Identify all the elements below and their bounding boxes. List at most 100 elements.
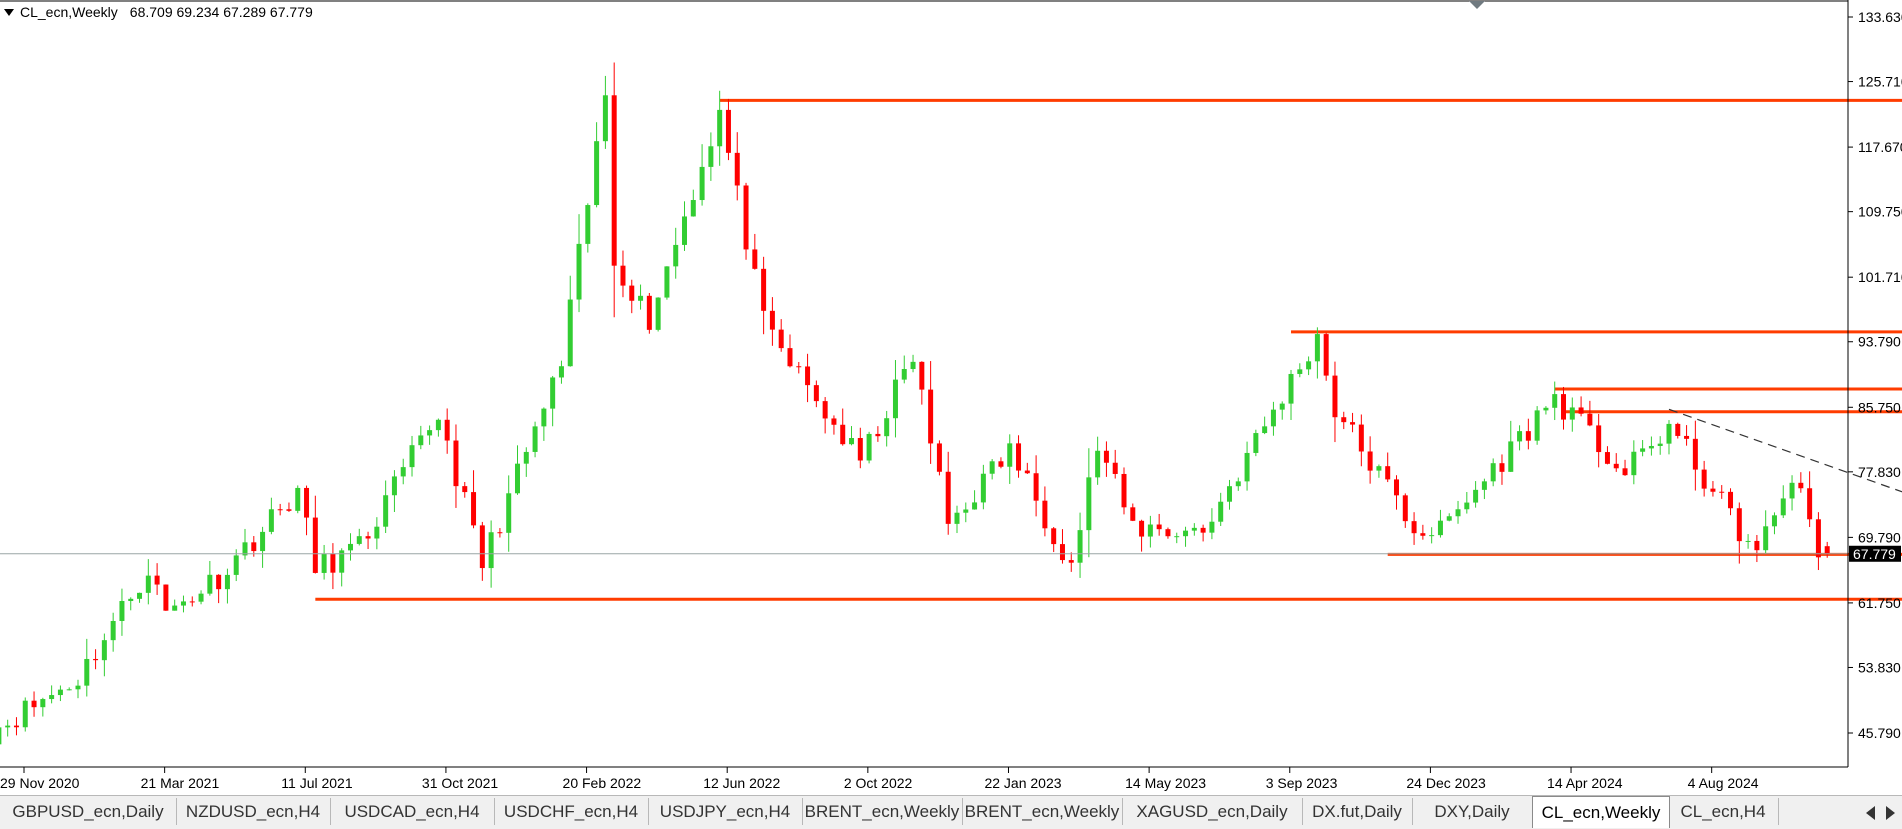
price-axis: 133.630 125.710 117.670 109.750 101.710 93.79… (0, 0, 1902, 768)
candle-bear (1684, 435, 1690, 439)
candle-bear (611, 95, 617, 266)
candle-bear (251, 542, 257, 552)
candle-bull (1191, 527, 1197, 531)
tab-dx-fut-daily[interactable]: DX.fut,Daily (1302, 798, 1413, 825)
candle-bull (400, 467, 406, 477)
candle-bull (1095, 450, 1101, 478)
candle-bull (347, 543, 353, 551)
candle-bull (321, 553, 327, 573)
candle-bear (840, 424, 846, 445)
tab-usdchf-ecn-h4[interactable]: USDCHF_ecn,H4 (494, 798, 649, 825)
candle-bear (734, 152, 740, 186)
x-tick-label: 3 Sep 2023 (1266, 775, 1338, 791)
candle-bull (1517, 431, 1523, 442)
candle-bear (1561, 394, 1567, 420)
candle-bull (233, 555, 239, 575)
candle-bear (1824, 546, 1830, 554)
y-tick-label: 101.710 (1858, 269, 1902, 285)
candle-bull (910, 361, 916, 370)
candle-bear (629, 285, 635, 301)
tab-gbpusd-ecn-daily[interactable]: GBPUSD_ecn,Daily (0, 798, 177, 825)
candle-bull (1473, 489, 1479, 503)
candle-bear (1042, 500, 1048, 529)
candle-bull (339, 550, 345, 573)
tab-dxy-daily[interactable]: DXY,Daily (1412, 798, 1533, 825)
candle-bear (1332, 375, 1338, 418)
candle-bull (708, 146, 714, 167)
candle-bull (1376, 466, 1382, 471)
tab-usdcad-ecn-h4[interactable]: USDCAD_ecn,H4 (330, 798, 495, 825)
candle-bear (928, 389, 934, 444)
symbol-info[interactable]: CL_ecn,Weekly 68.709 69.234 67.289 67.77… (4, 4, 313, 20)
candle-bear (1525, 431, 1531, 441)
candle-bull (1297, 369, 1303, 374)
candle-bear (796, 366, 802, 368)
tab-brent-ecn-weekly[interactable]: BRENT_ecn,Weekly (802, 798, 963, 825)
candle-bull (1780, 498, 1786, 516)
triangle-left-icon[interactable] (1866, 806, 1875, 820)
tab-nzdusd-ecn-h4[interactable]: NZDUSD_ecn,H4 (176, 798, 331, 825)
candle-bear (312, 517, 318, 573)
candle-bear (286, 509, 292, 511)
candle-bull (690, 200, 696, 217)
candle-bull (207, 574, 213, 594)
candle-bear (1121, 473, 1127, 508)
candle-bear (189, 601, 195, 603)
candle-bull (989, 461, 995, 474)
candle-bull (66, 689, 72, 691)
tab-xagusd-ecn-daily[interactable]: XAGUSD_ecn,Daily (1122, 798, 1303, 825)
candle-bull (224, 574, 230, 590)
x-tick-label: 12 Jun 2022 (703, 775, 780, 791)
price-chart[interactable]: 67.779 133.630 125.710 117.670 109.750 101.7… (0, 0, 1902, 795)
candle-bear (1358, 424, 1364, 452)
tab-brent-ecn-weekly[interactable]: BRENT_ecn,Weekly (962, 798, 1123, 825)
candle-bear (1068, 560, 1074, 563)
levels-layer (315, 98, 1902, 601)
candle-bear (31, 700, 37, 708)
candle-bear (1341, 417, 1347, 423)
candle-bull (0, 727, 2, 745)
candle-bear (479, 525, 485, 569)
candle-bull (567, 299, 573, 367)
candle-bear (769, 310, 775, 330)
candle-bull (1543, 407, 1549, 411)
candle-bull (1446, 516, 1452, 521)
triangle-right-icon[interactable] (1886, 806, 1895, 820)
x-tick-label: 14 May 2023 (1125, 775, 1206, 791)
candle-bear (1596, 425, 1602, 453)
chart-tab-bar: GBPUSD_ecn,Daily NZDUSD_ecn,H4 USDCAD_ecn,… (0, 795, 1902, 829)
triangle-down-icon[interactable] (4, 8, 14, 16)
candle-bull (1235, 481, 1241, 487)
candle-bull (1007, 443, 1013, 467)
candle-bear (1499, 463, 1505, 472)
candle-bear (1728, 491, 1734, 509)
candle-bull (1262, 426, 1268, 434)
candle-bear (857, 438, 863, 461)
candle-bear (1393, 479, 1399, 496)
candle-bull (717, 109, 723, 147)
candle-bull (550, 377, 556, 409)
tab-cl-ecn-weekly[interactable]: CL_ecn,Weekly (1532, 796, 1670, 828)
candle-bull (1789, 482, 1795, 499)
candle-bull (1086, 477, 1092, 531)
candle-bear (1385, 466, 1391, 480)
candle-bull (655, 297, 661, 330)
candle-bull (488, 532, 494, 569)
candle-bull (391, 476, 397, 496)
tab-cl-ecn-h4[interactable]: CL_ecn,H4 (1668, 798, 1779, 825)
candle-bear (154, 575, 160, 585)
tab-usdjpy-ecn-h4[interactable]: USDJPY_ecn,H4 (648, 798, 803, 825)
candle-bear (1033, 473, 1039, 501)
candle-bull (682, 216, 688, 245)
candle-bull (1279, 403, 1285, 410)
candle-bull (128, 598, 134, 602)
candle-bull (1209, 521, 1215, 533)
candle-bear (497, 532, 503, 534)
x-tick-label: 11 Jul 2021 (281, 775, 353, 791)
x-tick-label: 2 Oct 2022 (844, 775, 913, 791)
candle-bull (427, 430, 433, 436)
candle-bull (242, 542, 248, 556)
chart-area[interactable]: 67.779 133.630 125.710 117.670 109.750 101.7… (0, 0, 1902, 791)
candle-bull (84, 658, 90, 686)
